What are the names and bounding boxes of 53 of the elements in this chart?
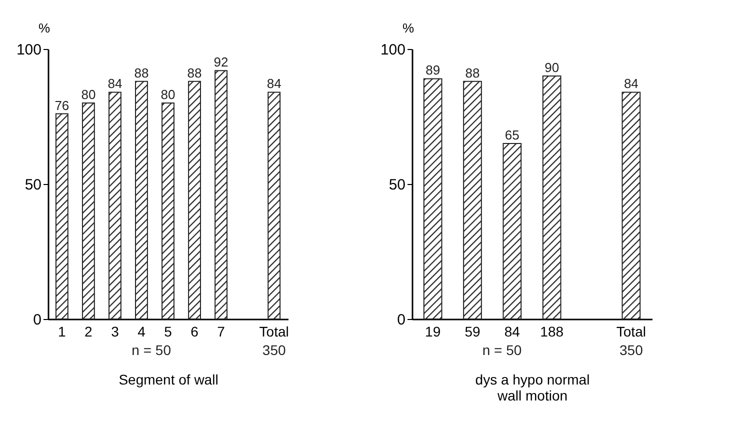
bar	[135, 80, 148, 320]
x-tick-label: 2	[84, 324, 93, 340]
x-tick-label: Total	[616, 324, 646, 340]
data-label: 80	[81, 87, 96, 102]
text: 350	[619, 342, 644, 358]
data-label: 84	[266, 76, 282, 92]
bar	[162, 102, 174, 320]
y-axis-title: %	[38, 20, 50, 36]
data-label: 84	[624, 76, 638, 92]
bar	[463, 80, 482, 320]
x-axis-title: Segment of wall	[118, 372, 218, 388]
bar	[502, 143, 522, 320]
y-tick-label: 100	[380, 42, 406, 58]
bar	[214, 70, 228, 320]
bar	[268, 92, 281, 320]
x-tick-label: 188	[540, 324, 564, 340]
data-label: 65	[504, 128, 520, 142]
bar	[542, 76, 562, 320]
y-tick-label: 0	[397, 312, 406, 328]
x-tick-label: 1	[58, 324, 66, 340]
x-axis-title: dys a hypo normal wall motion	[475, 372, 590, 404]
x-tick-label: 6	[190, 324, 199, 340]
x-tick-label: 5	[164, 324, 172, 340]
data-label: 89	[426, 62, 440, 78]
bar	[82, 102, 95, 320]
data-label: 90	[544, 60, 560, 75]
data-label: 76	[54, 98, 70, 113]
data-label: 80	[160, 87, 176, 102]
x-tick-label: 7	[217, 324, 226, 340]
x-tick-label: Total	[259, 324, 289, 340]
data-label: 88	[465, 65, 480, 80]
x-tick-label: 3	[111, 324, 120, 340]
bar	[108, 92, 122, 320]
data-label: 84	[108, 76, 122, 92]
data-label: 88	[134, 65, 149, 80]
x-tick-label: 84	[504, 324, 520, 340]
bar	[55, 113, 68, 320]
bar	[622, 92, 641, 320]
y-tick-label: 0	[33, 312, 42, 328]
text: n = 50	[482, 342, 522, 358]
text: 350	[262, 342, 286, 358]
bar	[188, 80, 201, 320]
y-tick-label: 100	[16, 42, 42, 58]
x-tick-label: 19	[425, 324, 441, 340]
y-axis-title: %	[402, 20, 414, 36]
y-tick-label: 50	[388, 176, 406, 194]
y-tick-label: 50	[24, 176, 42, 194]
x-tick-label: 4	[138, 324, 146, 340]
x-tick-label: 59	[464, 324, 480, 340]
bar	[423, 78, 442, 320]
text: n = 50	[132, 342, 172, 358]
data-label: 92	[214, 54, 228, 70]
data-label: 88	[187, 65, 202, 80]
